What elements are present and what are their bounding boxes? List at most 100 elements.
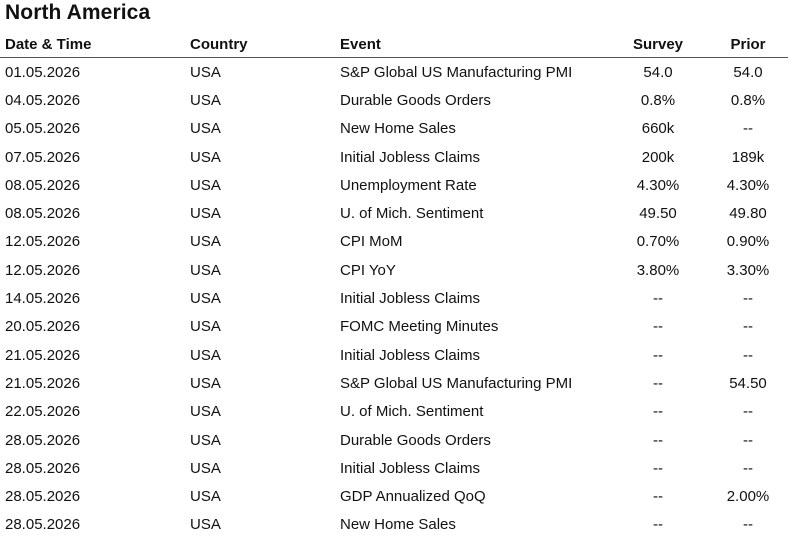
economic-calendar-table: Date & Time Country Event Survey Prior 0… [0,32,788,539]
cell-date: 28.05.2026 [5,488,81,506]
cell-survey: -- [653,374,663,392]
table-row: 07.05.2026 USA Initial Jobless Claims 200k 1… [0,143,788,171]
cell-country: USA [190,63,221,81]
table-header-row: Date & Time Country Event Survey Prior [0,32,788,58]
cell-date: 07.05.2026 [5,148,81,166]
cell-date: 12.05.2026 [5,233,81,251]
cell-country: USA [190,374,221,392]
table-row: 04.05.2026 USA Durable Goods Orders 0.8% 0.8… [0,86,788,114]
cell-date: 04.05.2026 [5,91,81,109]
cell-prior: -- [743,318,753,336]
cell-event: Initial Jobless Claims [340,290,481,308]
cell-survey: 54.0 [643,63,673,81]
cell-country: USA [190,261,221,279]
cell-event: CPI MoM [340,233,403,251]
cell-prior: -- [743,290,753,308]
cell-survey: -- [653,431,663,449]
cell-date: 08.05.2026 [5,205,81,223]
table-row: 14.05.2026 USA Initial Jobless Claims -- -- [0,284,788,312]
cell-date: 22.05.2026 [5,403,81,421]
cell-date: 21.05.2026 [5,346,81,364]
cell-prior: -- [743,403,753,421]
table-row: 22.05.2026 USA U. of Mich. Sentiment -- -- [0,398,788,426]
cell-survey: -- [653,516,663,534]
cell-event: U. of Mich. Sentiment [340,403,484,421]
cell-survey: -- [653,403,663,421]
table-body: 01.05.2026 USA S&P Global US Manufacturing… [0,58,788,540]
cell-country: USA [190,318,221,336]
cell-country: USA [190,148,221,166]
column-header-date: Date & Time [0,32,190,58]
column-header-country: Country [190,32,340,58]
cell-prior: -- [743,346,753,364]
cell-survey: 3.80% [636,261,680,279]
cell-survey: 0.8% [640,91,676,109]
table-row: 21.05.2026 USA S&P Global US Manufacturing… [0,369,788,397]
cell-event: Durable Goods Orders [340,91,491,109]
cell-date: 14.05.2026 [5,290,81,308]
cell-country: USA [190,205,221,223]
cell-country: USA [190,431,221,449]
cell-survey: -- [653,488,663,506]
cell-country: USA [190,233,221,251]
cell-prior: 2.00% [726,488,770,506]
cell-survey: 0.70% [636,233,680,251]
table-row: 08.05.2026 USA Unemployment Rate 4.30% 4.30% [0,171,788,199]
cell-date: 28.05.2026 [5,431,81,449]
cell-date: 28.05.2026 [5,459,81,477]
cell-date: 12.05.2026 [5,261,81,279]
table-row: 28.05.2026 USA GDP Annualized QoQ -- 2.00% [0,482,788,510]
cell-date: 01.05.2026 [5,63,81,81]
cell-event: GDP Annualized QoQ [340,488,486,506]
cell-country: USA [190,91,221,109]
cell-date: 05.05.2026 [5,120,81,138]
cell-country: USA [190,290,221,308]
cell-country: USA [190,516,221,534]
cell-prior: -- [743,431,753,449]
cell-survey: 660k [641,120,675,138]
table-row: 21.05.2026 USA Initial Jobless Claims -- -- [0,341,788,369]
cell-prior: -- [743,516,753,534]
cell-country: USA [190,403,221,421]
cell-event: Initial Jobless Claims [340,346,481,364]
page-title: North America [5,1,151,24]
cell-date: 28.05.2026 [5,516,81,534]
cell-event: CPI YoY [340,261,396,279]
cell-date: 20.05.2026 [5,318,81,336]
table-row: 01.05.2026 USA S&P Global US Manufacturing… [0,58,788,87]
cell-survey: -- [653,290,663,308]
table-row: 28.05.2026 USA New Home Sales -- -- [0,511,788,539]
cell-country: USA [190,176,221,194]
table-row: 28.05.2026 USA Initial Jobless Claims -- -- [0,454,788,482]
cell-event: S&P Global US Manufacturing PMI [340,374,573,392]
cell-prior: 54.0 [733,63,763,81]
cell-country: USA [190,120,221,138]
cell-prior: -- [743,120,753,138]
cell-event: Unemployment Rate [340,176,477,194]
cell-prior: 54.50 [729,374,767,392]
cell-event: S&P Global US Manufacturing PMI [340,63,573,81]
cell-prior: 0.90% [726,233,770,251]
cell-prior: 0.8% [730,91,766,109]
cell-prior: 3.30% [726,261,770,279]
table-row: 12.05.2026 USA CPI MoM 0.70% 0.90% [0,228,788,256]
cell-survey: 4.30% [636,176,680,194]
cell-prior: 4.30% [726,176,770,194]
cell-event: New Home Sales [340,120,456,138]
table-row: 05.05.2026 USA New Home Sales 660k -- [0,115,788,143]
cell-prior: 189k [731,148,765,166]
cell-survey: -- [653,318,663,336]
cell-event: U. of Mich. Sentiment [340,205,484,223]
cell-country: USA [190,488,221,506]
cell-date: 08.05.2026 [5,176,81,194]
cell-date: 21.05.2026 [5,374,81,392]
column-header-event: Event [340,32,608,58]
cell-event: Initial Jobless Claims [340,148,481,166]
table-row: 08.05.2026 USA U. of Mich. Sentiment 49.50 4… [0,199,788,227]
cell-country: USA [190,346,221,364]
table-row: 12.05.2026 USA CPI YoY 3.80% 3.30% [0,256,788,284]
cell-survey: -- [653,346,663,364]
cell-event: Durable Goods Orders [340,431,491,449]
cell-event: FOMC Meeting Minutes [340,318,499,336]
cell-survey: 200k [641,148,675,166]
